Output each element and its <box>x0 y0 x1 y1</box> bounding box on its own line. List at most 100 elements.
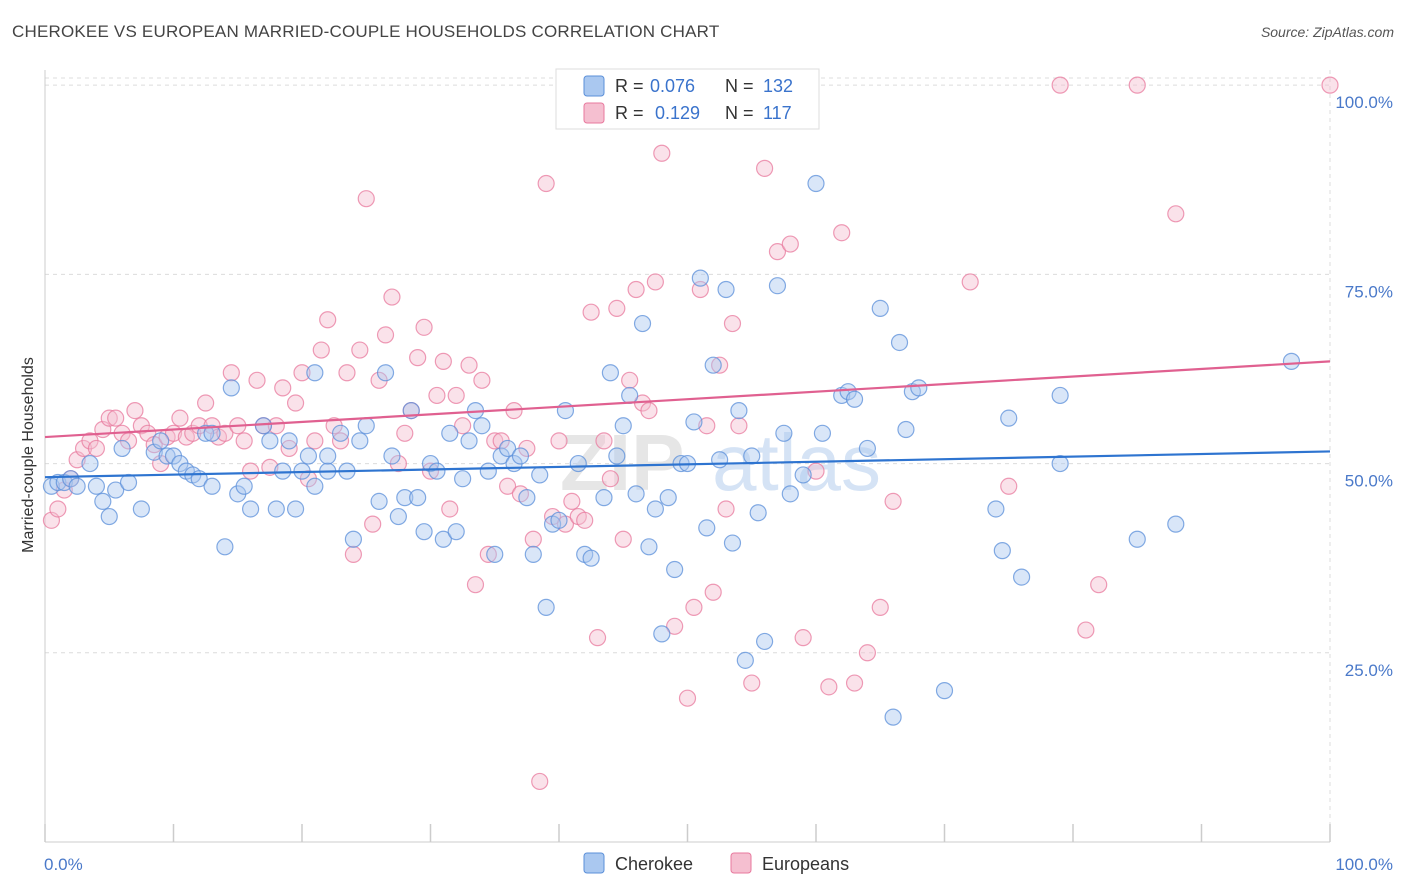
european-point <box>222 364 240 382</box>
cherokee-point <box>100 507 118 526</box>
european-point <box>678 689 697 707</box>
european-point <box>730 417 748 435</box>
axes <box>44 70 1331 843</box>
cherokee-point <box>203 477 221 495</box>
cherokee-point <box>460 432 478 450</box>
cherokee-point <box>299 447 318 465</box>
cherokee-point <box>871 299 889 318</box>
cherokee-point <box>794 466 812 484</box>
cherokee-point <box>286 500 305 518</box>
cherokee-point <box>428 462 446 480</box>
n-label: N = <box>725 103 754 123</box>
cherokee-point <box>691 269 709 287</box>
stats-legend: R = 0.076 N = 132 R = 0.129 N = 117 <box>555 68 820 130</box>
european-legend-swatch <box>730 852 752 874</box>
cherokee-point <box>511 447 530 465</box>
european-point <box>293 364 311 382</box>
european-point <box>319 311 337 329</box>
european-point <box>833 224 851 242</box>
european-point <box>87 439 106 458</box>
cherokee-point <box>807 174 825 193</box>
european-point <box>267 417 285 435</box>
european-point <box>531 772 549 791</box>
cherokee-point <box>858 439 877 458</box>
european-point <box>216 424 234 442</box>
cherokee-point <box>717 280 735 299</box>
cherokee-point <box>261 432 279 450</box>
cherokee-point <box>813 424 832 442</box>
cherokee-trend-line <box>44 450 1331 479</box>
cherokee-point <box>274 462 292 480</box>
european-point <box>704 583 722 601</box>
n-label: N = <box>725 76 754 96</box>
european-point <box>171 409 189 427</box>
european-point <box>447 386 465 405</box>
cherokee-point <box>730 401 748 420</box>
cherokee-swatch <box>583 75 605 97</box>
trend-lines <box>44 360 1331 479</box>
european-point <box>537 174 555 193</box>
cherokee-point <box>910 379 928 397</box>
european-point <box>717 500 735 518</box>
cherokee-point <box>698 519 716 537</box>
european-point <box>100 409 118 427</box>
cherokee-point <box>68 477 86 495</box>
european-point <box>242 462 260 480</box>
r-value: 0.076 <box>650 76 695 96</box>
european-point <box>428 386 446 405</box>
cherokee-point <box>518 489 536 507</box>
european-point <box>1077 621 1095 639</box>
european-point <box>49 500 67 518</box>
cherokee-point <box>556 401 575 420</box>
european-point <box>524 530 542 548</box>
european-point <box>871 598 889 616</box>
european-point <box>1051 76 1069 94</box>
european-point <box>961 273 979 291</box>
cherokee-point <box>49 473 67 492</box>
y-tick-label: 75.0% <box>1345 282 1393 301</box>
cherokee-point <box>447 523 465 541</box>
cherokee-point <box>987 500 1005 518</box>
cherokee-point <box>197 424 215 442</box>
cherokee-point <box>383 447 401 465</box>
cherokee-point <box>659 489 677 507</box>
cherokee-point <box>267 500 285 518</box>
european-point <box>486 432 504 450</box>
cherokee-point <box>280 432 298 450</box>
cherokee-point <box>306 364 324 382</box>
european-point <box>723 314 742 333</box>
european-point <box>351 341 369 359</box>
european-point <box>126 401 144 420</box>
cherokee-point <box>582 549 600 567</box>
cherokee-point <box>357 417 375 435</box>
cherokee-point <box>1051 386 1069 405</box>
cherokee-point <box>389 507 407 526</box>
european-point <box>698 417 716 435</box>
cherokee-point <box>550 511 568 529</box>
european-point <box>499 477 517 495</box>
cherokee-point <box>884 708 902 726</box>
european-point <box>646 273 664 291</box>
european-point <box>434 352 452 370</box>
series-legend: Cherokee Europeans <box>583 852 849 874</box>
european-point <box>248 371 266 389</box>
european-point <box>383 288 401 306</box>
european-point <box>711 356 729 374</box>
cherokee-point <box>775 424 793 442</box>
european-point <box>1321 76 1339 94</box>
european-points <box>42 76 1339 791</box>
cherokee-point <box>473 417 491 435</box>
cherokee-point <box>524 545 542 563</box>
cherokee-point <box>152 432 170 450</box>
cherokee-legend-label: Cherokee <box>615 854 693 874</box>
cherokee-point <box>704 356 722 374</box>
cherokee-point <box>87 477 106 495</box>
cherokee-point <box>845 390 864 408</box>
cherokee-point <box>119 473 138 492</box>
cherokee-point <box>409 489 427 507</box>
european-point <box>755 159 774 177</box>
european-point <box>550 432 568 450</box>
cherokee-point <box>1282 352 1301 370</box>
n-value: 132 <box>763 76 793 96</box>
european-point <box>884 492 902 511</box>
